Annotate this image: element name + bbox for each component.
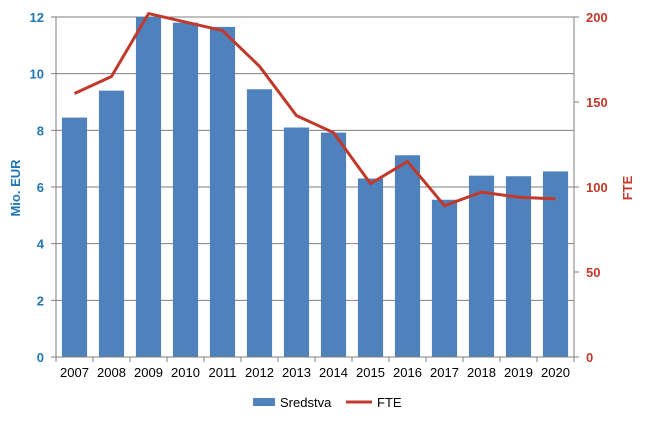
y-tick-right: 50	[586, 265, 600, 280]
y-tick-left: 12	[30, 10, 44, 25]
x-tick-label: 2012	[245, 365, 274, 380]
bar-sredstva-2010	[172, 22, 199, 358]
x-tick-label: 2016	[393, 365, 422, 380]
y-tick-right: 100	[586, 180, 608, 195]
y-tick-right: 0	[586, 350, 593, 365]
bar-sredstva-2017	[431, 199, 458, 357]
line-series	[73, 12, 556, 208]
y-tick-left: 0	[37, 350, 44, 365]
bar-sredstva-2007	[61, 117, 88, 357]
y-tick-left: 6	[37, 180, 44, 195]
bar-sredstva-2019	[505, 176, 532, 357]
x-tick-label: 2011	[209, 365, 237, 380]
y-tick-left: 8	[37, 123, 44, 138]
bar-sredstva-2015	[357, 178, 384, 357]
x-tick-label: 2018	[467, 365, 496, 380]
legend-label-fte: FTE	[377, 395, 402, 410]
x-tick-label: 2019	[504, 365, 533, 380]
bar-sredstva-2018	[468, 175, 495, 357]
x-tick-label: 2020	[541, 365, 570, 380]
legend: Sredstva FTE	[253, 395, 402, 410]
x-tick-label: 2010	[171, 365, 200, 380]
bar-sredstva-2014	[320, 132, 347, 357]
bar-sredstva-2020	[542, 171, 569, 357]
x-tick-label: 2009	[134, 365, 163, 380]
x-tick-label: 2015	[356, 365, 385, 380]
bar-sredstva-2011	[209, 26, 236, 358]
line-fte	[73, 12, 556, 208]
y-tick-left: 4	[37, 237, 45, 252]
grid-lines	[56, 16, 574, 301]
axes	[51, 16, 579, 362]
x-tick-label: 2008	[97, 365, 126, 380]
bar-series	[61, 17, 569, 358]
x-tick-label: 2013	[282, 365, 311, 380]
bar-sredstva-2012	[246, 89, 273, 357]
legend-label-sredstva: Sredstva	[280, 395, 332, 410]
y-tick-left: 10	[30, 67, 44, 82]
y-tick-right: 150	[586, 95, 608, 110]
x-tick-label: 2014	[319, 365, 348, 380]
y-tick-right: 200	[586, 10, 608, 25]
tick-labels: 0 2 4 6 8 10 12 0 50 100 150 200 2007 2008 2009 2010 201…	[30, 10, 608, 380]
y-axis-title-left: Mio. EUR	[8, 159, 23, 217]
bar-sredstva-2008	[98, 90, 125, 358]
y-axis-title-right: FTE	[620, 175, 635, 200]
y-tick-left: 2	[37, 293, 44, 308]
legend-swatch-sredstva	[253, 398, 275, 406]
x-tick-label: 2007	[60, 365, 89, 380]
x-tick-label: 2017	[430, 365, 459, 380]
bar-sredstva-2009	[135, 17, 162, 357]
bar-sredstva-2013	[283, 127, 310, 357]
bar-sredstva-2016	[394, 155, 421, 357]
